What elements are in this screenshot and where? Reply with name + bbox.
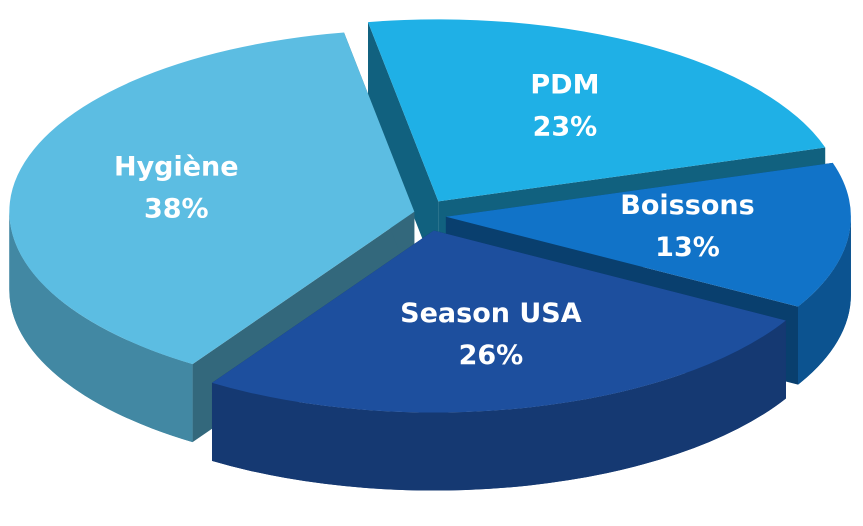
slice-top xyxy=(445,162,851,307)
slice-wall xyxy=(211,320,786,491)
slice-label: Season USA xyxy=(400,298,582,329)
slice-side xyxy=(368,22,439,280)
slice-label: Boissons xyxy=(620,190,754,221)
slice-value-label: 23% xyxy=(533,112,598,143)
slice-label: PDM xyxy=(530,70,599,101)
pie-slice xyxy=(211,230,786,491)
slice-top xyxy=(9,32,415,365)
slice-wall xyxy=(9,211,193,443)
slice-top xyxy=(211,230,786,413)
slice-top xyxy=(368,19,826,202)
slice-label: Hygiène xyxy=(114,151,239,182)
slice-value-label: 38% xyxy=(144,193,209,224)
slice-value-label: 26% xyxy=(459,340,524,371)
slice-wall xyxy=(798,216,851,385)
slice-value-label: 13% xyxy=(655,232,720,263)
